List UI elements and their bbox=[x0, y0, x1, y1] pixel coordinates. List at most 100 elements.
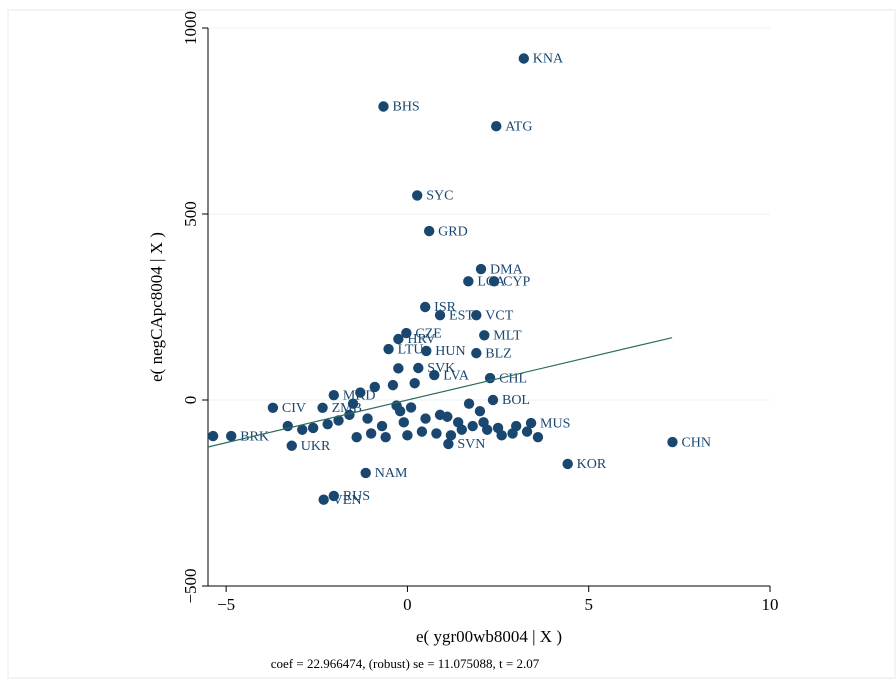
point bbox=[376, 420, 388, 432]
y-tick-label: 0 bbox=[181, 396, 200, 405]
x-tick-label: 5 bbox=[584, 595, 593, 614]
point bbox=[318, 494, 329, 505]
point bbox=[267, 402, 279, 414]
point bbox=[398, 417, 409, 428]
point bbox=[471, 347, 482, 359]
point-label: DMA bbox=[490, 262, 524, 277]
point bbox=[297, 424, 308, 435]
point bbox=[355, 387, 366, 398]
point-label: CYP bbox=[503, 275, 530, 290]
point bbox=[562, 458, 573, 470]
point bbox=[380, 432, 391, 443]
point bbox=[333, 415, 344, 426]
point bbox=[479, 330, 490, 341]
point bbox=[521, 426, 533, 437]
x-axis-title: e( ygr00wb8004 | X ) bbox=[416, 627, 562, 646]
point bbox=[401, 327, 412, 339]
point bbox=[226, 430, 237, 442]
point-label: HUN bbox=[435, 344, 465, 359]
point bbox=[282, 420, 293, 432]
point-label: SYC bbox=[426, 189, 453, 204]
x-tick-label: −5 bbox=[217, 595, 235, 614]
point bbox=[419, 301, 431, 313]
point bbox=[429, 369, 440, 381]
point bbox=[434, 309, 446, 321]
point bbox=[351, 432, 362, 443]
point bbox=[467, 420, 478, 432]
point-label: MLT bbox=[493, 328, 522, 343]
point-label: VEN bbox=[333, 493, 362, 508]
point-label: GRD bbox=[438, 224, 468, 239]
point-label: BHS bbox=[392, 100, 419, 115]
point bbox=[443, 438, 454, 450]
point-label: UKR bbox=[301, 439, 331, 454]
point bbox=[420, 413, 431, 424]
point bbox=[487, 394, 499, 406]
point-label: CHN bbox=[681, 435, 711, 450]
point-label: LTU bbox=[398, 342, 424, 357]
point-label: EST bbox=[449, 308, 474, 323]
point-label: KOR bbox=[577, 457, 607, 472]
point-label: CZE bbox=[415, 326, 441, 341]
point bbox=[383, 343, 394, 355]
point bbox=[409, 378, 420, 389]
point bbox=[347, 398, 359, 409]
point bbox=[207, 430, 219, 442]
point bbox=[360, 467, 371, 479]
point bbox=[286, 440, 297, 451]
point bbox=[510, 420, 522, 432]
point bbox=[452, 417, 464, 428]
point bbox=[667, 436, 678, 448]
point bbox=[463, 398, 475, 409]
y-tick-label: −500 bbox=[181, 568, 200, 603]
point bbox=[362, 413, 373, 424]
point-label: CIV bbox=[282, 401, 306, 416]
point bbox=[481, 424, 493, 435]
point-label: MUS bbox=[540, 416, 570, 431]
point bbox=[532, 432, 544, 443]
point bbox=[431, 428, 442, 439]
point-label: CHL bbox=[499, 371, 527, 386]
point bbox=[463, 276, 474, 287]
point bbox=[496, 430, 507, 441]
y-tick-label: 500 bbox=[181, 201, 200, 227]
point bbox=[423, 225, 435, 237]
point bbox=[412, 190, 423, 201]
point bbox=[328, 490, 340, 502]
y-axis-title: e( negCApc8004 | X ) bbox=[147, 232, 166, 382]
point-label: HRV bbox=[407, 332, 435, 347]
x-tick-label: 0 bbox=[403, 595, 412, 614]
point-label: BOL bbox=[502, 393, 530, 408]
point bbox=[317, 402, 328, 414]
point bbox=[421, 345, 432, 357]
point bbox=[378, 101, 389, 112]
point bbox=[405, 402, 417, 413]
point bbox=[322, 418, 333, 430]
point bbox=[491, 121, 502, 132]
point bbox=[387, 379, 399, 391]
point-label: NAM bbox=[375, 466, 408, 481]
point bbox=[344, 409, 355, 421]
y-tick-label: 1000 bbox=[181, 11, 200, 45]
point-label: KNA bbox=[533, 52, 564, 67]
point bbox=[413, 362, 424, 374]
point bbox=[393, 363, 404, 374]
point bbox=[307, 422, 319, 434]
point bbox=[525, 417, 537, 429]
point-label: BLZ bbox=[485, 346, 511, 361]
point-label: VCT bbox=[485, 308, 513, 323]
point bbox=[442, 411, 453, 422]
fit-line bbox=[207, 337, 673, 448]
point-label: SVN bbox=[457, 437, 485, 452]
note: coef = 22.966474, (robust) se = 11.07508… bbox=[271, 656, 540, 671]
point bbox=[518, 53, 530, 64]
point-label: ATG bbox=[505, 119, 532, 134]
point-label: RUS bbox=[343, 489, 370, 504]
point bbox=[474, 405, 486, 417]
point bbox=[328, 389, 340, 401]
point bbox=[393, 333, 404, 345]
point bbox=[488, 276, 500, 287]
point bbox=[445, 430, 457, 441]
point bbox=[416, 426, 428, 437]
